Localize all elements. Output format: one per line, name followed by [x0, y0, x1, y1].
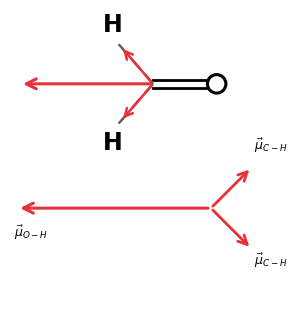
Text: H: H — [103, 131, 122, 155]
Text: H: H — [103, 13, 122, 37]
Text: $\vec{\mu}_{C-H}$: $\vec{\mu}_{C-H}$ — [254, 252, 288, 270]
Text: $\vec{\mu}_{O-H}$: $\vec{\mu}_{O-H}$ — [14, 224, 49, 242]
Text: $\vec{\mu}_{C-H}$: $\vec{\mu}_{C-H}$ — [254, 136, 288, 155]
